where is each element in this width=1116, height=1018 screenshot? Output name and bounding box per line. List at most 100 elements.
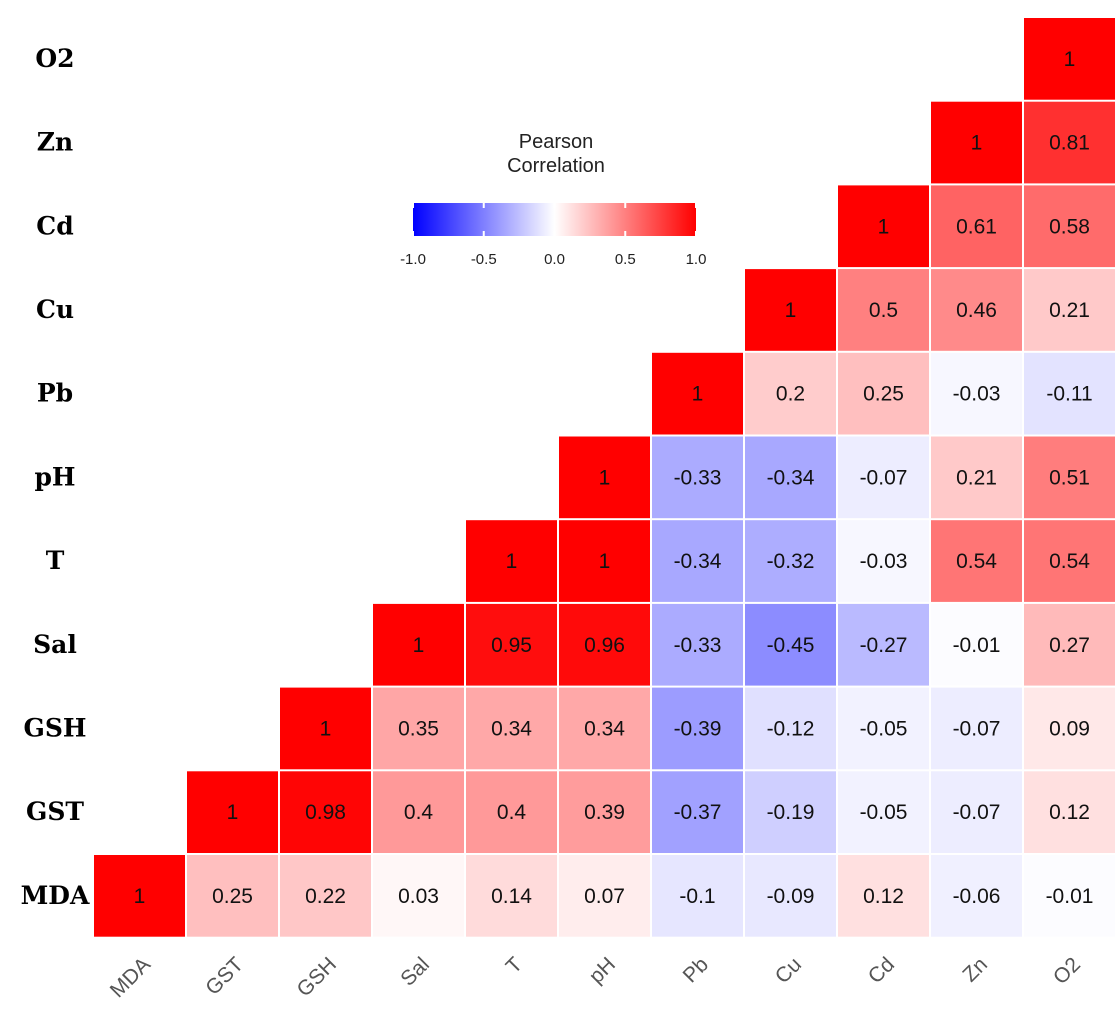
heatmap-cell-label: -0.07 — [860, 466, 908, 489]
legend-tick-label: 1.0 — [686, 251, 707, 268]
heatmap-cell-rect — [559, 687, 650, 770]
heatmap-cell-rect — [559, 855, 650, 937]
heatmap-cell-GSH-pH: 0.34 — [559, 687, 650, 770]
heatmap-cell-GST-Zn: -0.07 — [931, 771, 1022, 853]
legend-tick-mark — [412, 203, 414, 208]
heatmap-cell-rect — [466, 603, 557, 686]
heatmap-cell-label: -0.45 — [767, 634, 815, 657]
heatmap-cell-pH-Pb: -0.33 — [652, 436, 743, 519]
heatmap-cell-rect — [745, 855, 836, 937]
y-axis-label-Sal: Sal — [33, 630, 77, 659]
heatmap-cell-Sal-T: 0.95 — [466, 603, 557, 686]
heatmap-cell-Sal-O2: 0.27 — [1024, 603, 1115, 686]
heatmap-cell-rect — [187, 855, 278, 937]
heatmap-cell-GSH-O2: 0.09 — [1024, 687, 1115, 770]
y-axis-label-T: T — [46, 546, 65, 575]
y-axis-label-Zn: Zn — [37, 128, 73, 157]
heatmap-cell-rect — [652, 603, 743, 686]
legend-tick-label: -1.0 — [400, 251, 426, 268]
heatmap-cell-Pb-Cd: 0.25 — [838, 352, 929, 435]
heatmap-cell-GST-GST: 1 — [187, 771, 278, 853]
heatmap-cell-rect — [838, 185, 929, 268]
heatmap-cell-GST-Pb: -0.37 — [652, 771, 743, 853]
heatmap-cell-rect — [1024, 520, 1115, 602]
legend-title-line: Pearson — [519, 131, 594, 153]
heatmap-cell-label: -0.06 — [953, 885, 1001, 908]
heatmap-cell-label: 0.39 — [584, 801, 625, 824]
heatmap-cell-GSH-Pb: -0.39 — [652, 687, 743, 770]
heatmap-cell-rect — [652, 687, 743, 770]
legend-tick-mark — [412, 231, 414, 236]
legend-tick-label: 0.0 — [544, 251, 565, 268]
heatmap-cell-GST-O2: 0.12 — [1024, 771, 1115, 853]
heatmap-cell-rect — [1024, 352, 1115, 435]
heatmap-cell-GSH-Cd: -0.05 — [838, 687, 929, 770]
x-axis-label-Zn: Zn — [958, 953, 992, 987]
heatmap-cell-GSH-T: 0.34 — [466, 687, 557, 770]
legend-tick-mark — [624, 203, 627, 208]
heatmap-cell-GST-pH: 0.39 — [559, 771, 650, 853]
heatmap-cell-Pb-O2: -0.11 — [1024, 352, 1115, 435]
heatmap-cell-rect — [931, 520, 1022, 602]
heatmap-cell-label: -0.32 — [767, 550, 815, 573]
heatmap-cell-rect — [187, 771, 278, 853]
heatmap-cell-label: -0.01 — [953, 634, 1001, 657]
heatmap-cell-label: -0.11 — [1046, 383, 1092, 406]
heatmap-cell-label: 0.21 — [956, 466, 997, 489]
heatmap-cell-T-Cd: -0.03 — [838, 520, 929, 602]
heatmap-cell-rect — [1024, 269, 1115, 351]
legend-color-bar — [413, 203, 696, 236]
y-axis-label-GST: GST — [26, 797, 84, 826]
heatmap-cell-MDA-T: 0.14 — [466, 855, 557, 937]
heatmap-cell-rect — [931, 771, 1022, 853]
heatmap-cell-label: -0.03 — [953, 383, 1001, 406]
heatmap-cell-label: 1 — [320, 717, 332, 740]
heatmap-cell-rect — [745, 520, 836, 602]
heatmap-cell-rect — [838, 269, 929, 351]
heatmap-cell-MDA-pH: 0.07 — [559, 855, 650, 937]
heatmap-cell-pH-pH: 1 — [559, 436, 650, 519]
heatmap-cell-label: -0.39 — [674, 717, 722, 740]
heatmap-cell-label: 1 — [692, 383, 704, 406]
heatmap-cell-label: 0.03 — [398, 885, 439, 908]
heatmap-cell-rect — [745, 436, 836, 519]
heatmap-cell-rect — [373, 687, 464, 770]
heatmap-cell-rect — [559, 771, 650, 853]
legend-tick-mark — [695, 203, 697, 208]
heatmap-cell-rect — [838, 855, 929, 937]
heatmap-cell-MDA-Pb: -0.1 — [652, 855, 743, 937]
heatmap-cell-label: 1 — [971, 132, 983, 155]
heatmap-cell-label: -0.12 — [767, 717, 815, 740]
heatmap-cell-Cd-Cd: 1 — [838, 185, 929, 268]
heatmap-cell-rect — [931, 101, 1022, 184]
legend-tick-mark — [553, 231, 556, 236]
heatmap-cell-rect — [373, 855, 464, 937]
heatmap-cell-label: 1 — [599, 550, 611, 573]
heatmap-cell-rect — [1024, 687, 1115, 770]
heatmap-cell-rect — [652, 855, 743, 937]
heatmap-cell-rect — [931, 603, 1022, 686]
heatmap-cell-label: -0.05 — [860, 801, 908, 824]
heatmap-cell-label: 0.46 — [956, 299, 997, 322]
heatmap-cell-Pb-Cu: 0.2 — [745, 352, 836, 435]
x-axis-label-Pb: Pb — [679, 953, 713, 987]
heatmap-cell-rect — [745, 352, 836, 435]
heatmap-cell-GSH-Sal: 0.35 — [373, 687, 464, 770]
heatmap-cell-GST-Cu: -0.19 — [745, 771, 836, 853]
heatmap-cell-rect — [745, 603, 836, 686]
heatmap-cell-label: -0.33 — [674, 466, 722, 489]
heatmap-cell-MDA-Cu: -0.09 — [745, 855, 836, 937]
heatmap-cell-label: 0.2 — [776, 383, 805, 406]
y-axis-label-GSH: GSH — [23, 713, 86, 742]
heatmap-cell-label: 0.54 — [956, 550, 997, 573]
heatmap-cell-label: -0.01 — [1046, 885, 1094, 908]
heatmap-cell-label: 0.5 — [869, 299, 898, 322]
heatmap-cell-label: 1 — [227, 801, 239, 824]
heatmap-cell-rect — [931, 436, 1022, 519]
x-axis-label-Cd: Cd — [864, 953, 899, 988]
heatmap-cell-Cu-Cu: 1 — [745, 269, 836, 351]
x-axis-label-O2: O2 — [1049, 953, 1085, 989]
heatmap-cell-rect — [652, 520, 743, 602]
